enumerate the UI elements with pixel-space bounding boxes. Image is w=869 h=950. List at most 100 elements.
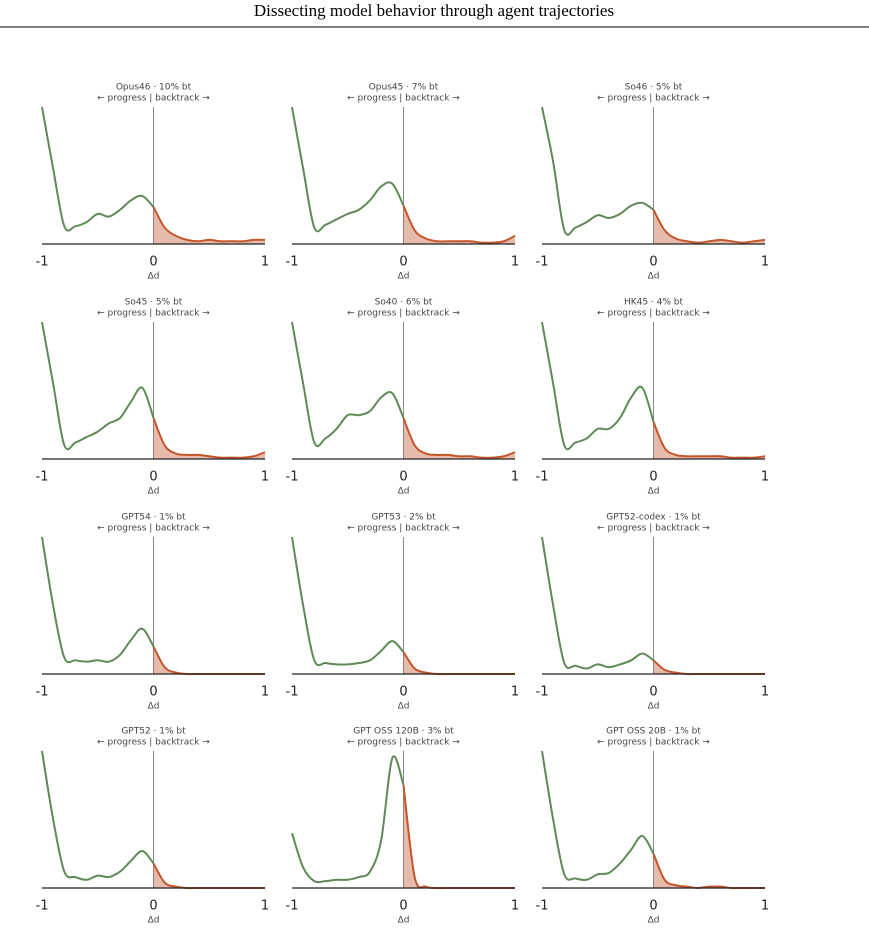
backtrack-line <box>652 421 766 459</box>
panel-subtitle: ← progress | backtrack → <box>347 94 460 104</box>
backtrack-area <box>153 417 265 459</box>
x-tick-label: 0 <box>649 470 657 485</box>
backtrack-line <box>152 646 265 676</box>
panel-subtitle: ← progress | backtrack → <box>97 738 210 748</box>
panel-title: GPT OSS 120B · 3% bt <box>353 727 454 737</box>
progress-line <box>291 755 405 884</box>
x-tick-label: 1 <box>761 899 769 914</box>
x-axis-label: Δd <box>148 916 160 926</box>
x-tick-label: 1 <box>511 899 519 914</box>
progress-line <box>41 321 155 451</box>
panel-title: GPT52 · 1% bt <box>121 727 186 737</box>
backtrack-line <box>152 862 265 890</box>
backtrack-line <box>652 209 766 244</box>
backtrack-line <box>402 205 516 244</box>
x-tick-label: -1 <box>536 255 549 270</box>
backtrack-area <box>403 205 515 244</box>
x-tick-label: 0 <box>149 470 157 485</box>
x-tick-label: -1 <box>286 899 299 914</box>
x-tick-label: 1 <box>761 255 769 270</box>
backtrack-area <box>653 422 765 459</box>
x-axis-label: Δd <box>148 702 160 712</box>
panel-title: HK45 · 4% bt <box>624 298 684 308</box>
x-tick-label: -1 <box>36 255 49 270</box>
panel-subtitle: ← progress | backtrack → <box>347 524 460 534</box>
backtrack-line <box>402 651 515 676</box>
x-tick-label: 1 <box>261 255 269 270</box>
x-tick-label: -1 <box>536 470 549 485</box>
panel-title: So40 · 6% bt <box>375 298 433 308</box>
x-tick-label: -1 <box>36 470 49 485</box>
progress-line <box>41 750 155 881</box>
panel-title: Opus46 · 10% bt <box>116 83 192 93</box>
progress-line <box>291 536 405 667</box>
panel-title: So46 · 5% bt <box>625 83 683 93</box>
x-axis-label: Δd <box>648 916 660 926</box>
progress-line <box>291 321 405 448</box>
backtrack-area <box>653 853 765 889</box>
panel-title: GPT OSS 20B · 1% bt <box>606 727 701 737</box>
progress-line <box>541 321 655 451</box>
panel-title: Opus45 · 7% bt <box>369 83 439 93</box>
page-title: Dissecting model behavior through agent … <box>254 1 614 20</box>
progress-line <box>41 536 155 664</box>
backtrack-area <box>403 652 515 675</box>
x-axis-label: Δd <box>648 487 660 497</box>
panel-subtitle: ← progress | backtrack → <box>597 309 710 319</box>
x-tick-label: 1 <box>761 685 769 700</box>
backtrack-area <box>153 863 265 889</box>
backtrack-line <box>152 417 266 459</box>
backtrack-area <box>153 207 265 244</box>
x-tick-label: -1 <box>286 470 299 485</box>
progress-line <box>41 106 155 232</box>
backtrack-line <box>652 853 765 890</box>
progress-line <box>541 106 655 236</box>
x-tick-label: 0 <box>399 685 407 700</box>
panel-subtitle: ← progress | backtrack → <box>347 738 460 748</box>
x-tick-label: 0 <box>649 899 657 914</box>
x-tick-label: 0 <box>149 899 157 914</box>
panel-subtitle: ← progress | backtrack → <box>97 94 210 104</box>
panel-subtitle: ← progress | backtrack → <box>347 309 460 319</box>
panel-subtitle: ← progress | backtrack → <box>597 738 710 748</box>
x-axis-label: Δd <box>398 487 410 497</box>
x-tick-label: -1 <box>536 899 549 914</box>
x-axis-label: Δd <box>398 272 410 282</box>
panel-title: So45 · 5% bt <box>125 298 183 308</box>
x-tick-label: 1 <box>261 899 269 914</box>
x-tick-label: 0 <box>399 899 407 914</box>
panel-subtitle: ← progress | backtrack → <box>97 309 210 319</box>
backtrack-line <box>402 417 516 459</box>
panel-subtitle: ← progress | backtrack → <box>97 524 210 534</box>
x-tick-label: -1 <box>286 255 299 270</box>
x-tick-label: -1 <box>286 685 299 700</box>
x-tick-label: 0 <box>399 255 407 270</box>
x-tick-label: 1 <box>511 255 519 270</box>
progress-line <box>291 106 405 233</box>
x-axis-label: Δd <box>648 702 660 712</box>
backtrack-area <box>403 785 515 889</box>
x-tick-label: 1 <box>511 470 519 485</box>
x-tick-label: -1 <box>36 899 49 914</box>
x-tick-label: 1 <box>261 470 269 485</box>
progress-line <box>541 536 655 670</box>
progress-line <box>541 750 655 881</box>
x-tick-label: 0 <box>649 685 657 700</box>
x-axis-label: Δd <box>148 487 160 497</box>
panel-title: GPT53 · 2% bt <box>371 513 436 523</box>
x-tick-label: 0 <box>649 255 657 270</box>
x-tick-label: 1 <box>511 685 519 700</box>
backtrack-area <box>153 646 265 675</box>
panel-title: GPT54 · 1% bt <box>121 513 186 523</box>
panel-title: GPT52-codex · 1% bt <box>606 513 701 523</box>
backtrack-area <box>653 209 765 244</box>
panel-subtitle: ← progress | backtrack → <box>597 94 710 104</box>
x-axis-label: Δd <box>648 272 660 282</box>
x-tick-label: 1 <box>761 470 769 485</box>
x-tick-label: 0 <box>149 685 157 700</box>
x-tick-label: 0 <box>149 255 157 270</box>
backtrack-line <box>152 206 266 243</box>
x-axis-label: Δd <box>148 272 160 282</box>
x-tick-label: 1 <box>261 685 269 700</box>
backtrack-line <box>402 785 515 890</box>
